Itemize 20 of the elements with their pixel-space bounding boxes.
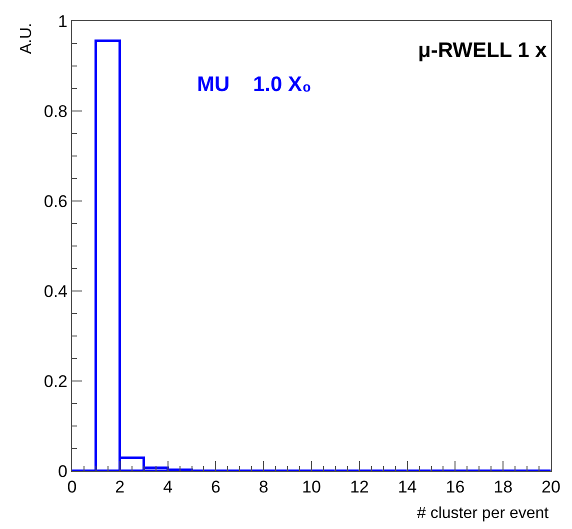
y-tick-label: 0.8 <box>44 102 68 121</box>
x-tick-label: 12 <box>350 478 369 496</box>
x-tick-label: 2 <box>115 478 125 496</box>
x-tick-label: 14 <box>398 478 417 496</box>
y-tick-label: 1 <box>58 12 68 31</box>
x-tick-label: 8 <box>258 478 268 496</box>
x-tick-label: 6 <box>210 478 220 496</box>
y-tick-label: 0 <box>58 462 68 481</box>
x-tick-label: 18 <box>494 478 513 496</box>
y-tick-label: 0.2 <box>44 372 68 391</box>
x-tick-label: 10 <box>302 478 321 496</box>
x-tick-label: 20 <box>542 478 560 496</box>
y-tick-label: 0.6 <box>44 192 68 211</box>
x-axis-title: # cluster per event <box>417 505 550 522</box>
x-tick-label: 16 <box>446 478 465 496</box>
text: μ-RWELL 1 x <box>418 39 548 62</box>
y-tick-label: 0.4 <box>44 282 68 301</box>
annotation: MU 1.0 X₀ <box>197 73 312 96</box>
x-tick-label: 4 <box>163 478 173 496</box>
y-axis-title: A.U. <box>18 22 35 54</box>
